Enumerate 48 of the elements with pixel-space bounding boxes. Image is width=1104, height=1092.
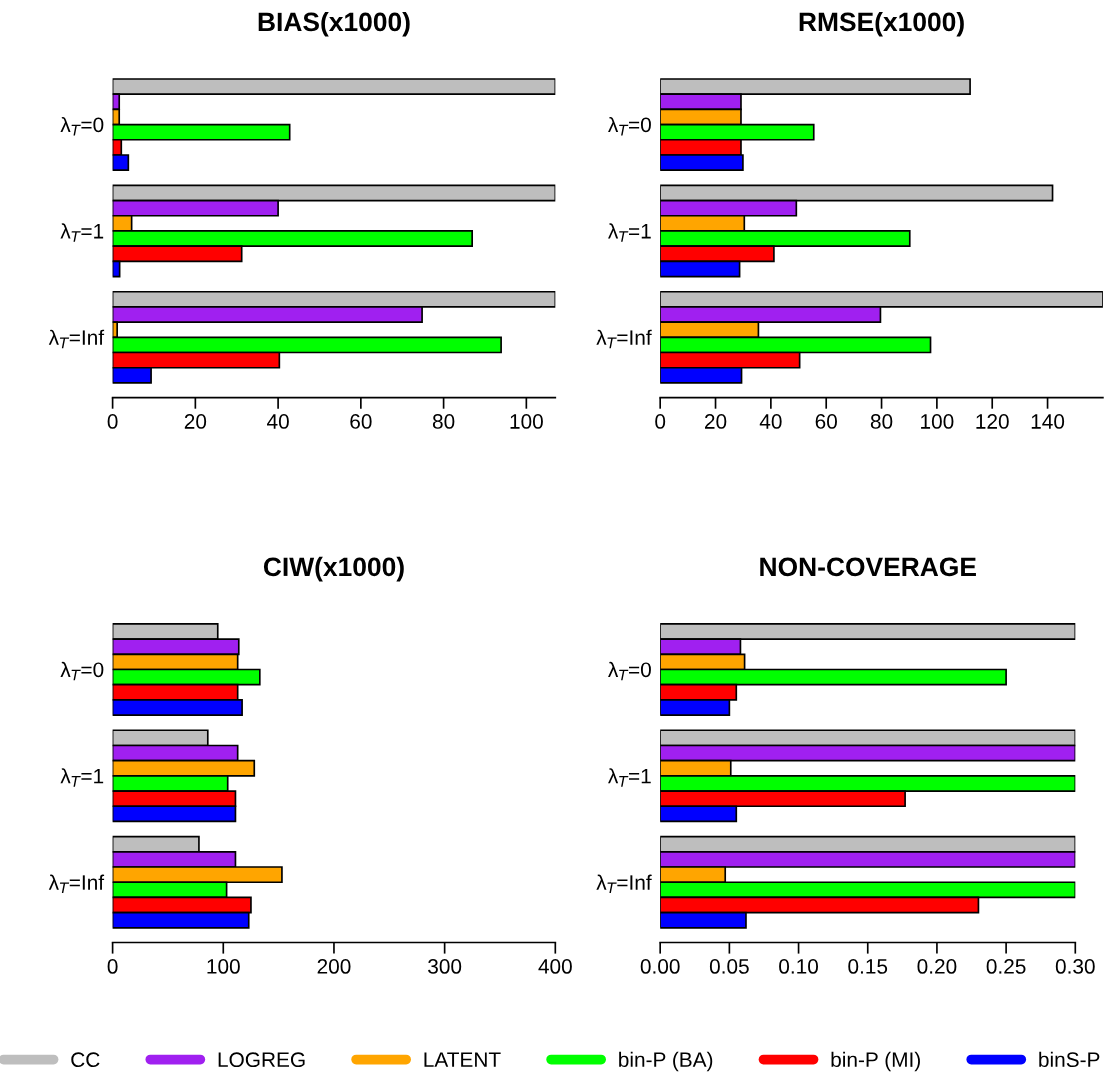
x-tick-label: 0 bbox=[655, 414, 666, 429]
x-tick-label: 40 bbox=[267, 414, 289, 429]
x-tick-label: 100 bbox=[921, 414, 954, 429]
x-tick-label: 0.15 bbox=[848, 959, 888, 974]
legend-label: CC bbox=[71, 1052, 100, 1068]
y-tick-label: λ$_{T}$=0 bbox=[60, 116, 104, 136]
y-tick-label: λ$_{T}$=0 bbox=[608, 661, 651, 681]
x-tick-label: 300 bbox=[428, 959, 462, 974]
y-tick-label: λ$_{T}$=1 bbox=[60, 223, 104, 242]
chart-title: CIW(x1000) bbox=[263, 556, 404, 582]
x-tick-label: 200 bbox=[317, 959, 351, 974]
x-tick-label: 120 bbox=[976, 414, 1009, 429]
y-tick-label: λ$_{T}$=0 bbox=[60, 661, 104, 681]
x-tick-label: 20 bbox=[704, 414, 727, 429]
x-tick-label: 0 bbox=[107, 414, 118, 429]
legend-label: binS-P bbox=[1039, 1051, 1100, 1068]
y-tick-label: λ$_{T}$=Inf bbox=[596, 874, 652, 894]
legend-label: bin-P (BA) bbox=[619, 1051, 713, 1072]
x-tick-label: 400 bbox=[538, 959, 572, 974]
x-tick-label: 40 bbox=[759, 414, 782, 429]
x-tick-label: 80 bbox=[432, 414, 455, 429]
x-tick-label: 80 bbox=[870, 414, 893, 429]
y-tick-label: λ$_{T}$=Inf bbox=[596, 329, 652, 349]
x-tick-label: 20 bbox=[184, 414, 207, 429]
x-tick-label: 140 bbox=[1031, 414, 1065, 429]
legend-label: LOGREG bbox=[218, 1052, 305, 1068]
x-tick-label: 0 bbox=[107, 959, 118, 974]
x-tick-label: 100 bbox=[207, 959, 240, 974]
y-tick-label: λ$_{T}$=0 bbox=[608, 116, 651, 136]
y-tick-label: λ$_{T}$=1 bbox=[608, 223, 651, 242]
chart-title: BIAS(x1000) bbox=[258, 11, 410, 37]
y-tick-label: λ$_{T}$=1 bbox=[60, 768, 104, 787]
legend-label: bin-P (MI) bbox=[831, 1051, 920, 1072]
x-tick-label: 0.10 bbox=[779, 959, 819, 974]
x-tick-label: 60 bbox=[350, 414, 372, 429]
chart-title: NON-COVERAGE bbox=[760, 557, 976, 577]
chart-title: RMSE(x1000) bbox=[799, 11, 964, 37]
y-tick-label: λ$_{T}$=1 bbox=[608, 768, 651, 787]
y-tick-label: λ$_{T}$=Inf bbox=[48, 329, 105, 349]
x-tick-label: 0.05 bbox=[709, 959, 749, 974]
x-tick-label: 0.25 bbox=[986, 959, 1026, 974]
x-tick-label: 0.30 bbox=[1055, 959, 1095, 974]
x-tick-label: 0.20 bbox=[917, 959, 957, 974]
x-tick-label: 60 bbox=[815, 414, 837, 429]
x-tick-label: 0.00 bbox=[640, 959, 680, 974]
x-tick-label: 100 bbox=[510, 414, 543, 429]
legend-label: LATENT bbox=[424, 1052, 501, 1067]
y-tick-label: λ$_{T}$=Inf bbox=[48, 874, 105, 894]
